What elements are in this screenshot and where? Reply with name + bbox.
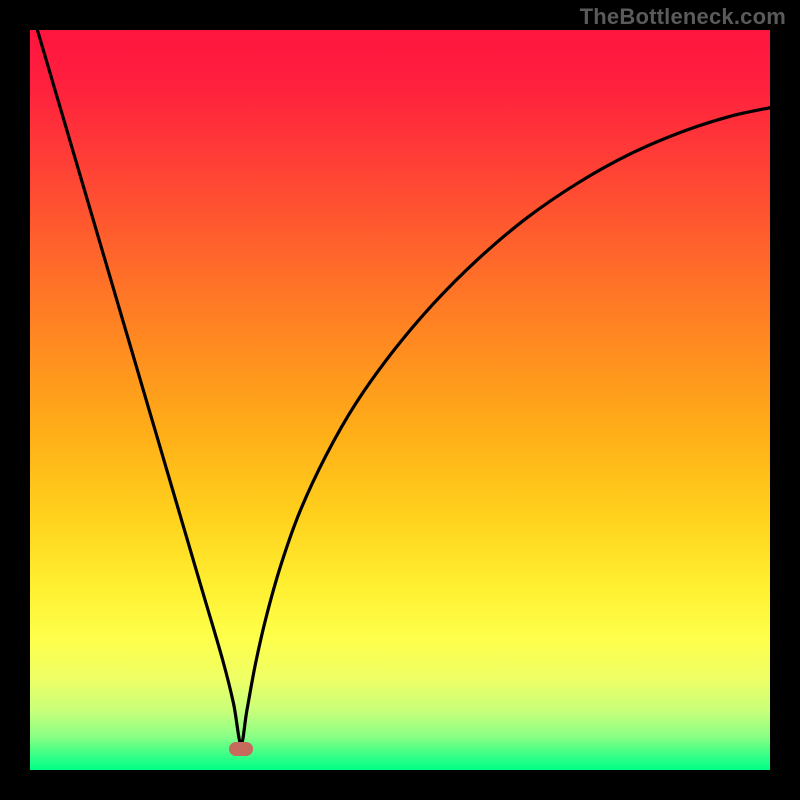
curve-layer: [30, 30, 770, 770]
attribution-text: TheBottleneck.com: [580, 4, 786, 30]
minimum-marker: [229, 742, 253, 756]
plot-area: [30, 30, 770, 770]
bottleneck-curve: [37, 30, 770, 744]
